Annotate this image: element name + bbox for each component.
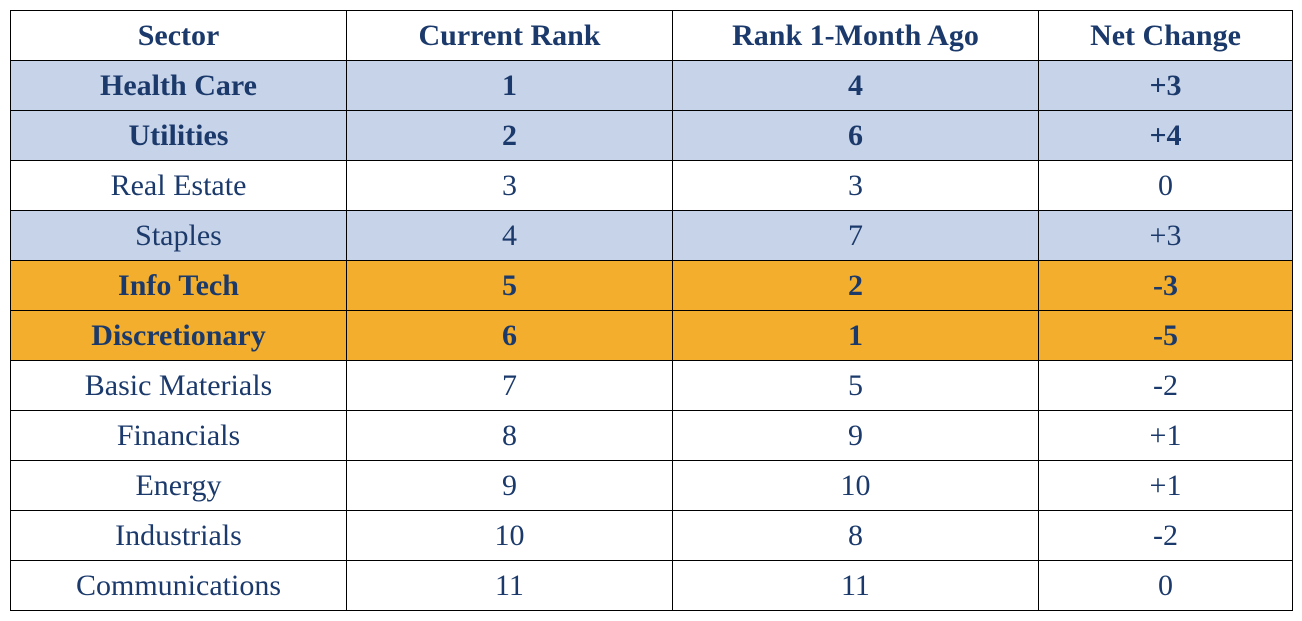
cell-sector: Energy [11, 461, 347, 511]
cell-current: 10 [347, 511, 673, 561]
table-row: Real Estate 3 3 0 [11, 161, 1293, 211]
table-row: Info Tech 5 2 -3 [11, 261, 1293, 311]
cell-sector: Discretionary [11, 311, 347, 361]
cell-sector: Utilities [11, 111, 347, 161]
col-header-month-ago: Rank 1-Month Ago [673, 11, 1039, 61]
table-row: Industrials 10 8 -2 [11, 511, 1293, 561]
cell-month-ago: 8 [673, 511, 1039, 561]
cell-net: +3 [1039, 211, 1293, 261]
cell-current: 2 [347, 111, 673, 161]
cell-sector: Info Tech [11, 261, 347, 311]
cell-net: +4 [1039, 111, 1293, 161]
table-row: Health Care 1 4 +3 [11, 61, 1293, 111]
cell-month-ago: 7 [673, 211, 1039, 261]
table-row: Communications 11 11 0 [11, 561, 1293, 611]
cell-sector: Industrials [11, 511, 347, 561]
cell-net: 0 [1039, 561, 1293, 611]
cell-current: 6 [347, 311, 673, 361]
cell-current: 7 [347, 361, 673, 411]
cell-current: 11 [347, 561, 673, 611]
cell-current: 9 [347, 461, 673, 511]
cell-current: 3 [347, 161, 673, 211]
cell-net: 0 [1039, 161, 1293, 211]
cell-month-ago: 4 [673, 61, 1039, 111]
cell-month-ago: 9 [673, 411, 1039, 461]
cell-month-ago: 1 [673, 311, 1039, 361]
table-header-row: Sector Current Rank Rank 1-Month Ago Net… [11, 11, 1293, 61]
cell-sector: Communications [11, 561, 347, 611]
cell-current: 8 [347, 411, 673, 461]
cell-month-ago: 6 [673, 111, 1039, 161]
cell-current: 5 [347, 261, 673, 311]
cell-net: +1 [1039, 411, 1293, 461]
table-row: Staples 4 7 +3 [11, 211, 1293, 261]
col-header-net: Net Change [1039, 11, 1293, 61]
table-row: Financials 8 9 +1 [11, 411, 1293, 461]
cell-sector: Health Care [11, 61, 347, 111]
table-row: Utilities 2 6 +4 [11, 111, 1293, 161]
cell-sector: Basic Materials [11, 361, 347, 411]
sector-rank-table: Sector Current Rank Rank 1-Month Ago Net… [10, 10, 1293, 611]
cell-month-ago: 3 [673, 161, 1039, 211]
cell-current: 1 [347, 61, 673, 111]
col-header-sector: Sector [11, 11, 347, 61]
cell-net: -5 [1039, 311, 1293, 361]
table-row: Basic Materials 7 5 -2 [11, 361, 1293, 411]
cell-sector: Staples [11, 211, 347, 261]
table-row: Discretionary 6 1 -5 [11, 311, 1293, 361]
cell-current: 4 [347, 211, 673, 261]
cell-sector: Financials [11, 411, 347, 461]
cell-month-ago: 5 [673, 361, 1039, 411]
cell-net: +1 [1039, 461, 1293, 511]
cell-sector: Real Estate [11, 161, 347, 211]
cell-month-ago: 11 [673, 561, 1039, 611]
cell-net: -2 [1039, 511, 1293, 561]
col-header-current: Current Rank [347, 11, 673, 61]
cell-month-ago: 10 [673, 461, 1039, 511]
cell-net: -2 [1039, 361, 1293, 411]
cell-net: -3 [1039, 261, 1293, 311]
table-row: Energy 9 10 +1 [11, 461, 1293, 511]
cell-net: +3 [1039, 61, 1293, 111]
cell-month-ago: 2 [673, 261, 1039, 311]
